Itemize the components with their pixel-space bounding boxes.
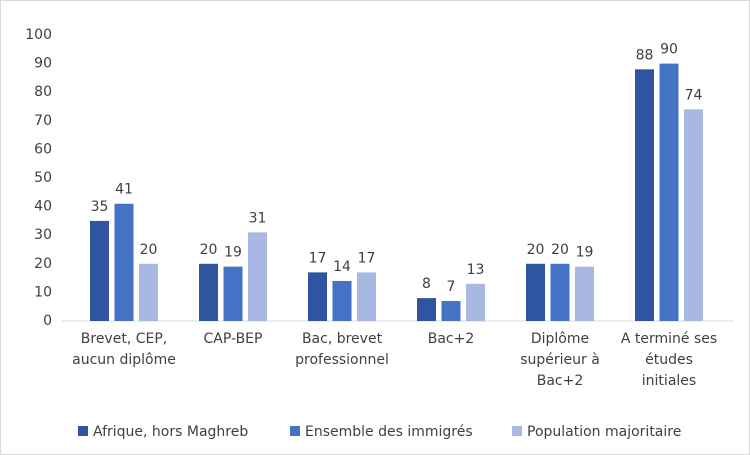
y-tick-label: 90 <box>34 56 52 72</box>
x-tick-label: Diplôme supérieur à Bac+2 <box>520 331 600 389</box>
data-label: 35 <box>91 199 109 215</box>
data-label: 41 <box>115 182 133 198</box>
legend-swatch <box>512 426 522 436</box>
data-label: 8 <box>422 276 431 292</box>
y-tick-label: 60 <box>34 141 52 157</box>
bar <box>417 298 436 321</box>
data-label: 74 <box>685 87 703 103</box>
data-label: 20 <box>551 242 569 258</box>
bar <box>466 283 485 321</box>
bar <box>223 266 243 321</box>
data-label: 20 <box>527 242 545 258</box>
data-label: 17 <box>309 250 327 266</box>
bar <box>248 232 267 321</box>
legend-label: Population majoritaire <box>527 424 681 440</box>
bar <box>90 220 109 321</box>
legend-swatch <box>78 426 88 436</box>
bar <box>550 263 570 321</box>
bar <box>199 263 218 321</box>
x-tick-label: CAP-BEP <box>203 331 263 347</box>
y-tick-label: 30 <box>34 227 52 243</box>
y-tick-label: 10 <box>34 284 52 300</box>
data-label: 19 <box>224 245 242 261</box>
bar <box>684 109 703 321</box>
bar <box>526 263 545 321</box>
x-tick-label: Bac, brevet professionnel <box>295 331 389 368</box>
legend-label: Ensemble des immigrés <box>305 424 473 440</box>
bar <box>441 300 461 321</box>
x-tick-label: Brevet, CEP, aucun diplôme <box>72 331 176 368</box>
bar <box>332 280 352 321</box>
bar <box>114 203 134 321</box>
data-label: 90 <box>660 42 678 58</box>
data-label: 17 <box>358 250 376 266</box>
y-tick-label: 70 <box>34 113 52 129</box>
x-tick-label: Bac+2 <box>427 331 475 347</box>
data-label: 7 <box>447 279 456 295</box>
y-tick-label: 100 <box>25 27 52 43</box>
data-label: 20 <box>140 242 158 258</box>
bar <box>357 272 376 321</box>
data-label: 20 <box>200 242 218 258</box>
bar <box>575 266 594 321</box>
x-tick-label: A terminé ses études initiales <box>620 331 718 389</box>
bar <box>139 263 158 321</box>
y-tick-label: 50 <box>34 170 52 186</box>
y-tick-label: 20 <box>34 256 52 272</box>
data-label: 88 <box>636 47 654 63</box>
y-tick-label: 80 <box>34 84 52 100</box>
y-tick-label: 0 <box>43 313 52 329</box>
bar <box>659 63 679 321</box>
data-label: 31 <box>249 210 267 226</box>
legend-label: Afrique, hors Maghreb <box>93 424 248 440</box>
legend-swatch <box>290 426 300 436</box>
y-tick-label: 40 <box>34 199 52 215</box>
bar <box>308 272 327 321</box>
data-label: 14 <box>333 259 351 275</box>
bar <box>635 69 654 321</box>
data-label: 19 <box>576 245 594 261</box>
data-label: 13 <box>467 262 485 278</box>
